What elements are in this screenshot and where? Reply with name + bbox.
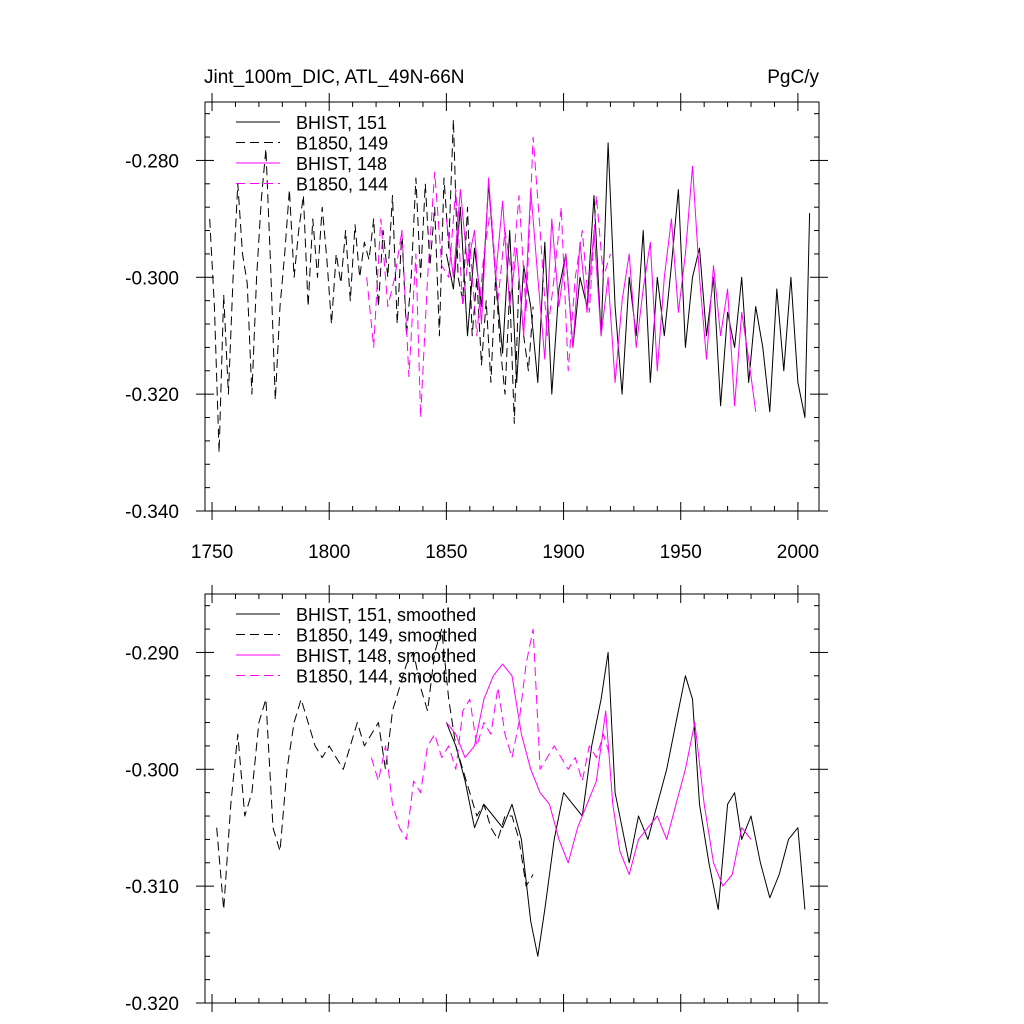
y-tick-label: -0.310	[125, 877, 179, 898]
legend-label: BHIST, 148, smoothed	[296, 646, 476, 666]
series-group	[216, 628, 806, 957]
legend-label: B1850, 149, smoothed	[296, 626, 477, 646]
series-line-3	[366, 136, 611, 418]
legend-label: BHIST, 151	[296, 113, 387, 133]
series-group	[209, 119, 811, 454]
x-tick-label: 1800	[308, 542, 350, 563]
x-tick-label: 1950	[660, 542, 702, 563]
plot-frame	[204, 101, 820, 512]
legend-label: BHIST, 151, smoothed	[296, 605, 476, 625]
series-line-3	[370, 628, 611, 840]
legend-label: B1850, 144	[296, 175, 388, 195]
series-line-1	[216, 628, 534, 910]
legend-label: BHIST, 148	[296, 154, 387, 174]
y-tick-label: -0.320	[125, 994, 179, 1015]
series-line-2	[445, 165, 757, 412]
chart-title: Jint_100m_DIC, ATL_49N-66N	[204, 67, 465, 88]
series-line-0	[445, 142, 811, 418]
x-tick-label: 1850	[425, 542, 467, 563]
y-tick-label: -0.300	[125, 760, 179, 781]
series-line-1	[209, 119, 534, 454]
series-line-0	[445, 651, 806, 957]
y-tick-label: -0.340	[125, 502, 179, 523]
legend-label: B1850, 144, smoothed	[296, 667, 477, 687]
y-tick-label: -0.290	[125, 643, 179, 664]
series-line-2	[446, 663, 752, 887]
x-tick-label: 2000	[777, 542, 819, 563]
y-tick-label: -0.320	[125, 385, 179, 406]
x-tick-label: 1900	[542, 542, 584, 563]
bottom-panel: -0.320 -0.310 -0.300 -0.290 BHIST, 151, smoo…	[125, 585, 828, 1015]
top-panel: 1750 1800 1850 1900 1950 2000 -0.340 -0.320 -0.3…	[125, 93, 828, 563]
x-tick-label: 1750	[191, 542, 233, 563]
plot-frame	[204, 593, 820, 1004]
chart-units: PgC/y	[767, 67, 819, 88]
y-tick-label: -0.300	[125, 268, 179, 289]
y-tick-label: -0.280	[125, 151, 179, 172]
legend-label: B1850, 149	[296, 134, 388, 154]
